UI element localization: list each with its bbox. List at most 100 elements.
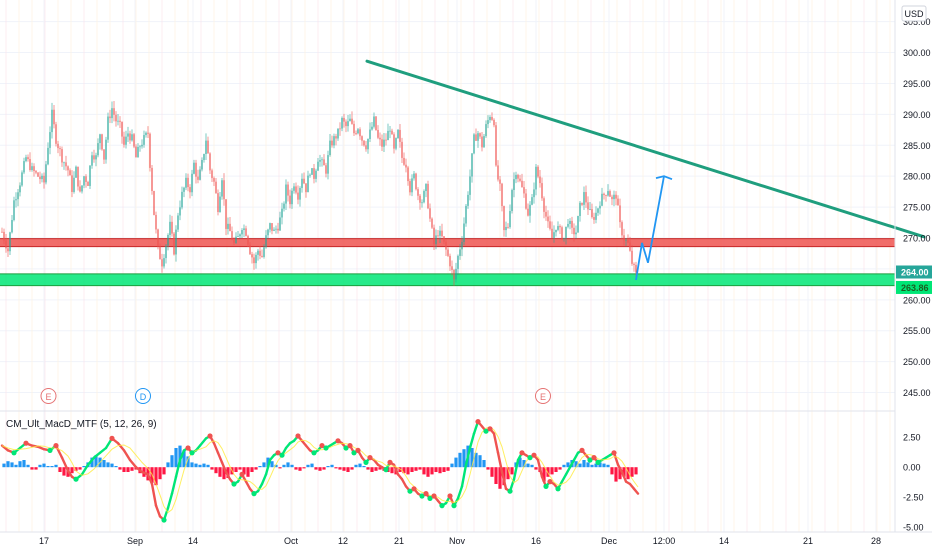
macd-histogram-bar: [510, 467, 514, 475]
candle-body: [97, 143, 99, 156]
candle-body: [159, 246, 161, 260]
candle-body: [61, 149, 63, 163]
macd-line-segment: [212, 442, 220, 454]
macd-line-segment: [460, 463, 468, 488]
candle-body: [127, 133, 129, 137]
candle-body: [11, 220, 13, 233]
macd-histogram-bar: [582, 460, 586, 468]
price-label: 263.86: [896, 280, 932, 294]
macd-histogram-bar: [418, 467, 422, 470]
candle-body: [133, 134, 135, 147]
candle-body: [93, 155, 95, 160]
arrow-path: [635, 176, 665, 281]
candle-body: [7, 248, 9, 252]
candle-body: [95, 155, 97, 160]
macd-cross-dot: [73, 476, 79, 482]
macd-cross-dot: [239, 471, 245, 477]
candle-body: [411, 178, 413, 193]
macd-histogram-bar: [350, 467, 354, 470]
indicator-label[interactable]: CM_Ult_MacD_MTF (5, 12, 26, 9): [6, 419, 157, 430]
candle-body: [317, 161, 319, 171]
support-zone[interactable]: [0, 273, 895, 286]
candle-body: [9, 232, 11, 252]
macd-histogram-bar: [422, 467, 426, 475]
macd-cross-dot: [407, 488, 413, 494]
macd-cross-dot: [231, 481, 237, 487]
price-axis[interactable]: 305.00 300.00 295.00 290.00 285.00 280.00 275.…: [903, 17, 931, 398]
macd-histogram-bar: [522, 460, 526, 468]
candle-body: [43, 175, 45, 183]
trendline[interactable]: [365, 59, 926, 239]
candle-body: [269, 223, 271, 230]
candle-body: [349, 118, 351, 122]
currency-badge[interactable]: USD: [901, 5, 927, 22]
macd-histogram-bar: [58, 467, 62, 472]
time-tick-label: 12:00: [653, 536, 676, 546]
macd-line-segment: [198, 437, 208, 447]
candle-body: [311, 168, 313, 175]
time-tick-label: 21: [803, 536, 813, 546]
candle-body: [199, 169, 201, 180]
macd-histogram-bar: [554, 467, 558, 472]
macd-histogram-bar: [130, 467, 134, 471]
candle-body: [607, 191, 609, 196]
candle-body: [211, 170, 213, 179]
macd-cross-dot: [475, 419, 481, 425]
macd-cross-dot: [53, 443, 59, 449]
macd-cross-dot: [319, 443, 325, 449]
candle-body: [379, 137, 381, 140]
candle-body: [445, 241, 447, 250]
candle-body: [101, 134, 103, 150]
candle-body: [549, 221, 551, 229]
resistance-zone[interactable]: [0, 238, 895, 247]
candle-body: [629, 242, 631, 251]
macd-histogram-bar: [358, 463, 362, 468]
candle-body: [403, 157, 405, 165]
candle-body: [291, 190, 293, 205]
macd-cross-dot: [447, 493, 453, 499]
candle-body: [395, 138, 397, 149]
time-axis[interactable]: 17 Sep 14 Oct 12 21 Nov 16 Dec 12:00 14 21 28: [39, 536, 881, 546]
candle-body: [533, 189, 535, 198]
macd-cross-dot: [387, 459, 393, 465]
macd-histogram-bar: [342, 467, 346, 471]
macd-histogram-bar: [30, 467, 34, 470]
candle-body: [31, 166, 33, 171]
candle-body: [275, 228, 277, 230]
candle-body: [459, 249, 461, 256]
indicator-axis[interactable]: 2.50 0.00 -2.50 -5.00: [903, 433, 924, 533]
candle-body: [595, 212, 597, 220]
candle-body: [295, 186, 297, 193]
macd-histogram-bar: [302, 467, 306, 469]
macd-histogram-bar: [562, 464, 566, 468]
macd-histogram-bar: [402, 467, 406, 474]
projection-arrow[interactable]: [635, 175, 673, 281]
candle-body: [293, 186, 295, 191]
candle-body: [569, 220, 571, 224]
candle-body: [77, 166, 79, 187]
macd-line-segment: [150, 482, 158, 507]
macd-cross-dot: [355, 447, 361, 453]
macd-cross-dot: [323, 445, 329, 451]
candle-body: [537, 166, 539, 177]
candle-body: [613, 194, 615, 200]
candle-body: [567, 223, 569, 227]
candle-body: [105, 139, 107, 160]
macd-line-segment: [224, 470, 232, 481]
candle-body: [353, 123, 355, 134]
candle-body: [571, 220, 573, 228]
candle-body: [491, 116, 493, 120]
candle-body: [413, 173, 415, 179]
macd-line-segment: [400, 478, 408, 488]
macd-cross-dot: [335, 438, 341, 444]
candle-body: [429, 208, 431, 219]
macd-histogram-bar: [438, 467, 442, 474]
indicator-tick-label: 2.50: [903, 433, 921, 443]
candle-body: [519, 178, 521, 181]
candle-body: [399, 129, 401, 142]
macd-histogram-bar: [286, 462, 290, 468]
candle-body: [541, 183, 543, 199]
macd-histogram-bar: [78, 467, 82, 470]
macd-histogram-bar: [206, 464, 210, 468]
